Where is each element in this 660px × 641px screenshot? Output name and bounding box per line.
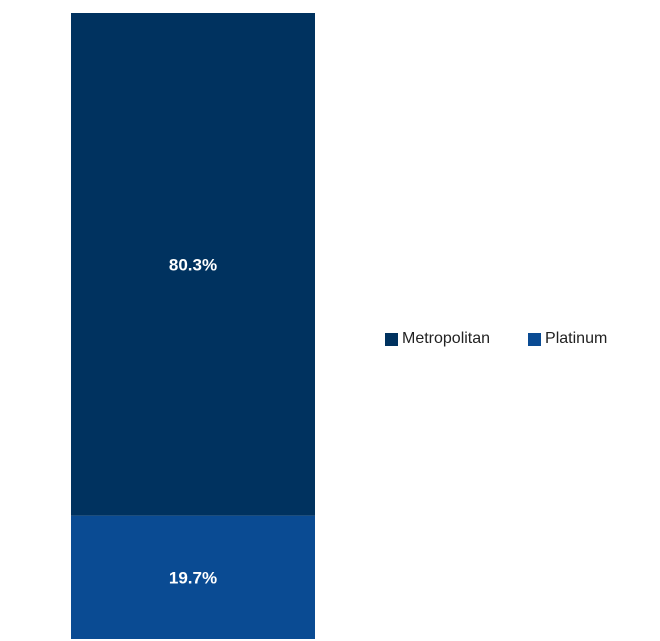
legend-label-metropolitan: Metropolitan bbox=[402, 330, 491, 347]
legend-item-platinum: Platinum bbox=[528, 330, 607, 348]
legend-label-platinum: Platinum bbox=[545, 330, 608, 347]
legend-swatch-platinum bbox=[528, 332, 542, 346]
legend-swatch-metropolitan bbox=[385, 332, 398, 346]
data-label-platinum: 19.7% bbox=[169, 568, 217, 587]
bar-segment-metropolitan bbox=[71, 13, 315, 516]
data-label-metropolitan: 80.3% bbox=[169, 255, 217, 274]
legend-item-metropolitan: Metropolitan bbox=[385, 330, 490, 348]
chart-legend: Metropolitan Platinum bbox=[385, 330, 607, 348]
bar-segment-platinum bbox=[71, 515, 315, 639]
